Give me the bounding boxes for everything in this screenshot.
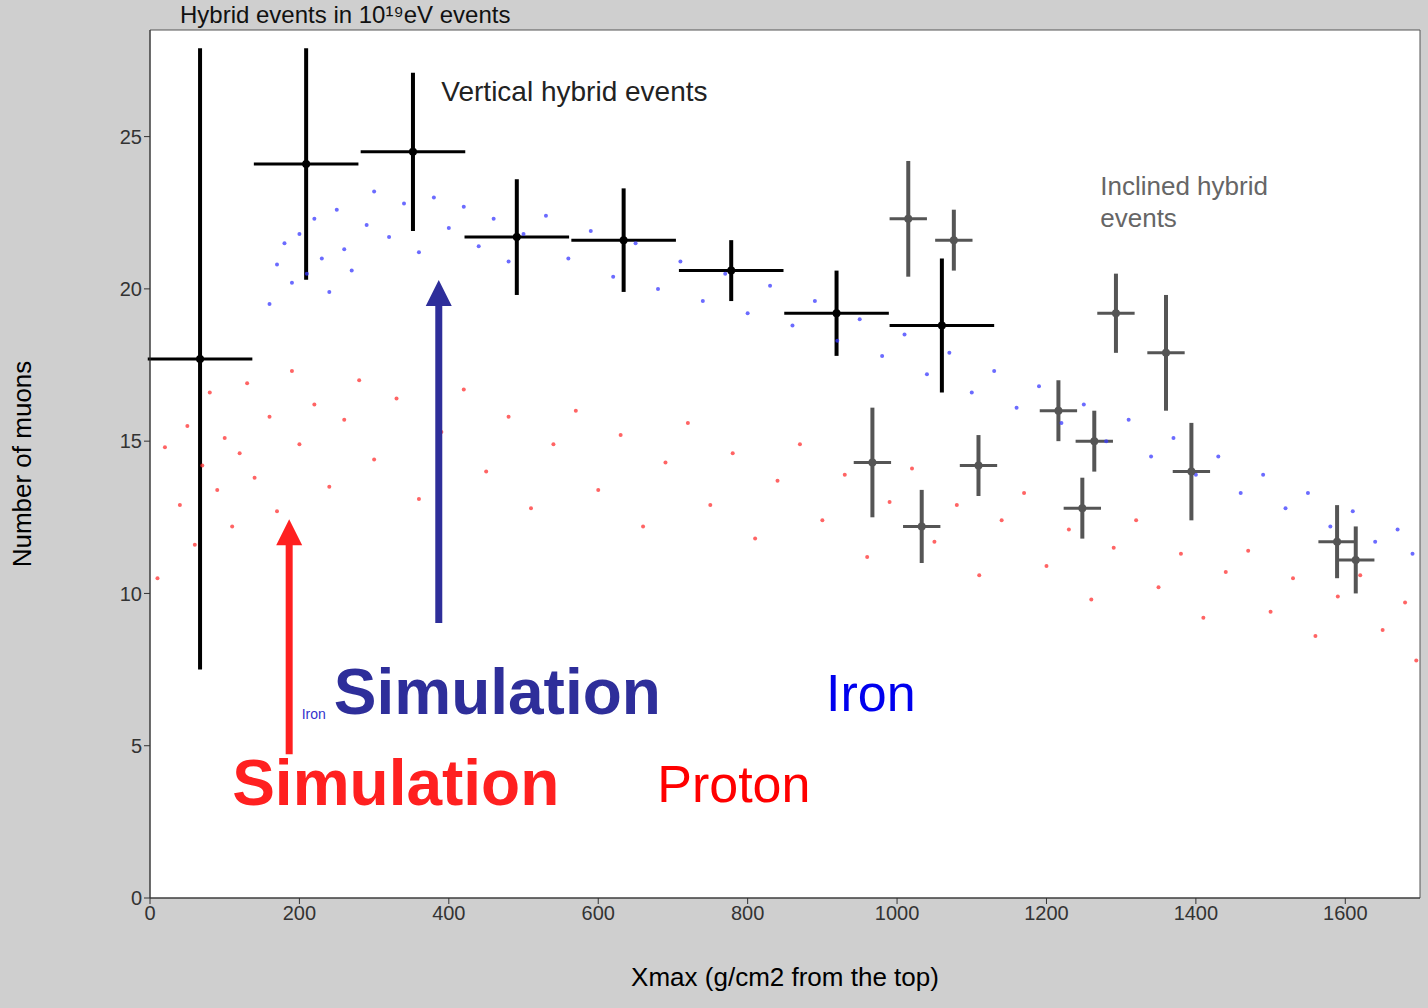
svg-text:Xmax (g/cm2 from the top): Xmax (g/cm2 from the top) bbox=[631, 962, 939, 992]
svg-text:Iron: Iron bbox=[302, 706, 326, 722]
svg-text:Number of muons: Number of muons bbox=[7, 361, 37, 568]
svg-text:15: 15 bbox=[120, 430, 142, 452]
svg-text:600: 600 bbox=[582, 902, 615, 924]
svg-text:1600: 1600 bbox=[1323, 902, 1368, 924]
svg-text:0: 0 bbox=[131, 887, 142, 909]
svg-text:Inclined hybridevents: Inclined hybridevents bbox=[1100, 171, 1268, 232]
svg-text:0: 0 bbox=[144, 902, 155, 924]
svg-text:10: 10 bbox=[120, 583, 142, 605]
svg-text:200: 200 bbox=[283, 902, 316, 924]
svg-text:1000: 1000 bbox=[875, 902, 920, 924]
html-text:Hybrid events in 10¹⁹eV events: Hybrid events in 10¹⁹eV events bbox=[180, 1, 511, 28]
svg-text:20: 20 bbox=[120, 278, 142, 300]
svg-text:400: 400 bbox=[432, 902, 465, 924]
svg-text:Simulation: Simulation bbox=[232, 747, 559, 819]
svg-text:Iron: Iron bbox=[826, 664, 916, 722]
svg-text:1200: 1200 bbox=[1024, 902, 1069, 924]
svg-text:5: 5 bbox=[131, 735, 142, 757]
svg-text:1400: 1400 bbox=[1174, 902, 1219, 924]
svg-text:Simulation: Simulation bbox=[334, 656, 661, 728]
svg-text:Proton: Proton bbox=[657, 755, 810, 813]
svg-text:800: 800 bbox=[731, 902, 764, 924]
svg-text:Vertical hybrid events: Vertical hybrid events bbox=[441, 76, 707, 107]
svg-text:25: 25 bbox=[120, 126, 142, 148]
